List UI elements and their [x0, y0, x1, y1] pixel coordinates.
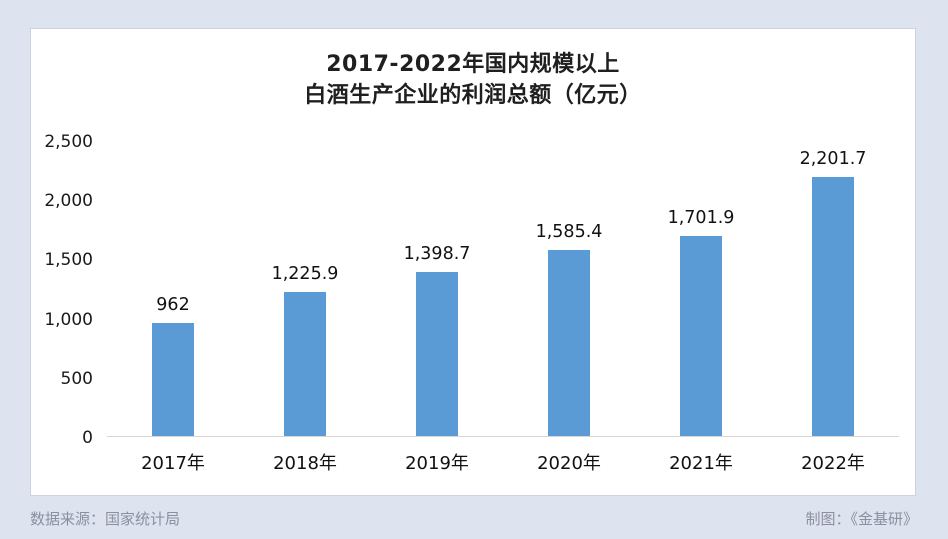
y-axis-tick-label: 1,500: [44, 250, 93, 271]
bar-slot: 2,201.7: [767, 142, 899, 436]
bar-2022年: [812, 177, 854, 436]
y-axis: 2,500 2,000 1,500 1,000 500 0: [39, 131, 93, 449]
x-axis-label: 2021年: [669, 453, 733, 474]
chart-title: 2017-2022年国内规模以上 白酒生产企业的利润总额（亿元）: [31, 49, 915, 111]
chart-card: 2017-2022年国内规模以上 白酒生产企业的利润总额（亿元） 2,500 2,…: [30, 28, 916, 496]
bar-value-label: 1,585.4: [535, 221, 603, 242]
bar-slot: 1,398.7: [371, 142, 503, 436]
bar-2017年: [152, 322, 194, 436]
chart-title-line1: 2017-2022年国内规模以上: [326, 52, 620, 77]
bar-slot: 962: [107, 142, 239, 436]
bar-slot: 1,225.9: [239, 142, 371, 436]
bar-slot: 1,701.9: [635, 142, 767, 436]
bar-2018年: [284, 291, 326, 436]
x-axis: 2017年 2018年 2019年 2020年 2021年 2022年: [107, 449, 899, 475]
bar-value-label: 2,201.7: [799, 149, 867, 170]
x-axis-label: 2018年: [273, 453, 337, 474]
bar-2020年: [548, 249, 590, 436]
y-axis-tick-label: 2,000: [44, 191, 93, 212]
x-axis-label: 2017年: [141, 453, 205, 474]
bar-value-label: 962: [156, 294, 190, 315]
x-axis-label: 2019年: [405, 453, 469, 474]
bar-2021年: [680, 235, 722, 436]
bar-2019年: [416, 271, 458, 436]
x-axis-label: 2020年: [537, 453, 601, 474]
x-axis-label: 2022年: [801, 453, 865, 474]
credit-label: 制图：《金基研》: [805, 510, 918, 528]
bar-value-label: 1,225.9: [271, 263, 339, 284]
bar-value-label: 1,701.9: [667, 207, 735, 228]
data-source-label: 数据来源：国家统计局: [30, 510, 181, 528]
bar-value-label: 1,398.7: [403, 243, 471, 264]
footer: 数据来源：国家统计局 制图：《金基研》: [30, 508, 918, 529]
chart-title-line2: 白酒生产企业的利润总额（亿元）: [304, 83, 642, 108]
plot-area: 962 1,225.9 1,398.7 1,585.4 1,701.9 2,201.7: [107, 142, 899, 437]
y-axis-tick-label: 0: [82, 427, 93, 448]
y-axis-tick-label: 2,500: [44, 132, 93, 152]
y-axis-tick-label: 1,000: [44, 309, 93, 330]
bar-slot: 1,585.4: [503, 142, 635, 436]
y-axis-tick-label: 500: [60, 368, 93, 389]
